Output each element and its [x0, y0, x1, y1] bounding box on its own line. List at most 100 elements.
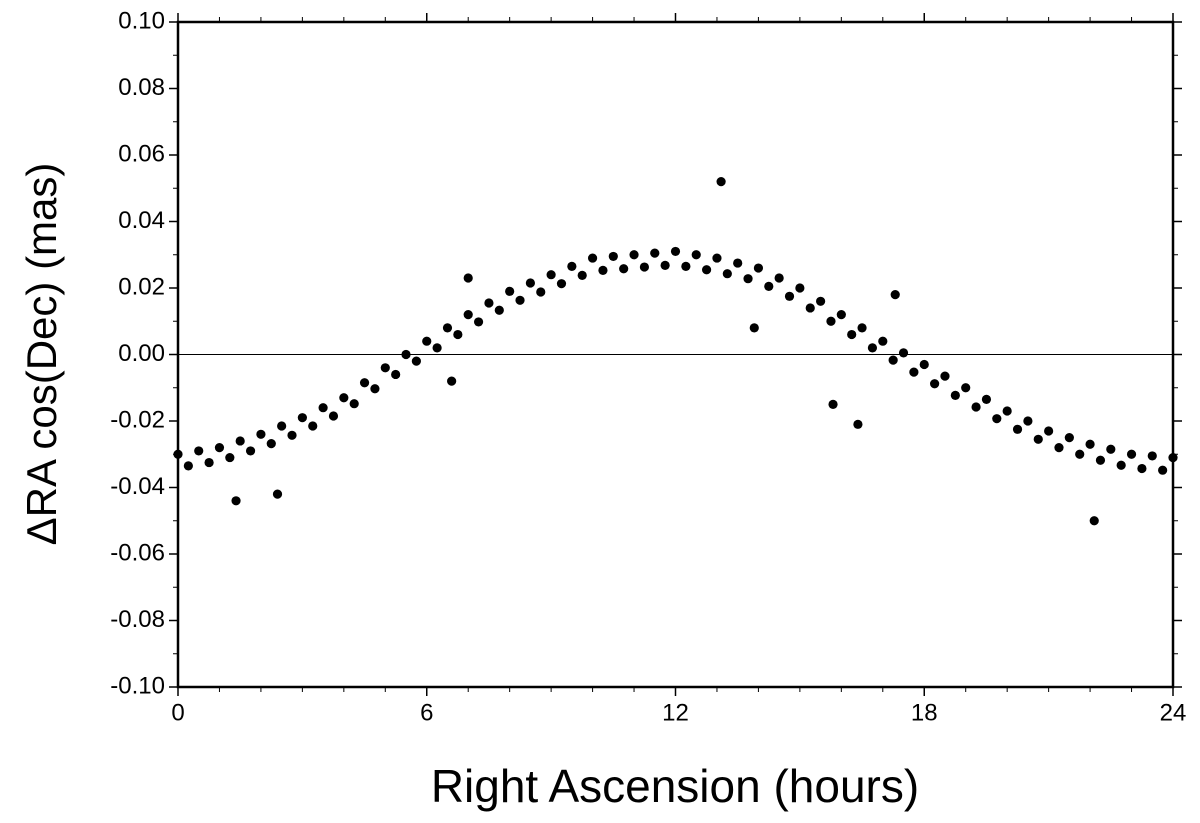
point [204, 457, 214, 468]
point [442, 323, 453, 333]
y-tick-label: 0.00 [118, 340, 165, 367]
point [774, 273, 784, 283]
point [328, 411, 339, 421]
point [422, 336, 432, 346]
point [619, 264, 629, 274]
x-tick-label: 6 [420, 699, 433, 726]
point [691, 250, 701, 260]
point [567, 261, 577, 271]
x-tick-label: 24 [1160, 699, 1187, 726]
y-tick-label: -0.08 [110, 606, 165, 633]
point [484, 298, 494, 308]
y-tick-label: 0.06 [118, 140, 165, 167]
y-tick-label: 0.10 [118, 7, 165, 34]
point [940, 371, 950, 381]
point [1147, 451, 1157, 461]
point [650, 248, 660, 258]
x-axis-title: Right Ascension (hours) [431, 760, 919, 812]
point [318, 403, 328, 413]
point [888, 355, 898, 365]
point [629, 250, 639, 260]
point [1075, 449, 1085, 459]
y-axis-title: ΔRA cos(Dec) (mas) [18, 163, 65, 546]
point [598, 265, 608, 275]
point [950, 390, 960, 400]
point [749, 323, 759, 333]
point [716, 177, 726, 187]
point [577, 270, 587, 280]
point [828, 399, 838, 409]
point [359, 378, 370, 388]
point [339, 393, 349, 403]
point [1116, 460, 1126, 470]
point [183, 461, 193, 471]
point [447, 376, 457, 386]
point [1023, 416, 1033, 426]
point [525, 278, 535, 288]
x-tick-label: 18 [911, 699, 938, 726]
point [733, 258, 743, 268]
point [722, 269, 732, 279]
point [1044, 426, 1054, 436]
y-tick-label: -0.04 [110, 473, 165, 500]
point [961, 383, 971, 393]
point [1054, 443, 1064, 453]
point [660, 260, 670, 270]
point [670, 246, 681, 257]
point [795, 283, 805, 293]
point [235, 436, 245, 446]
point [805, 303, 815, 313]
point [826, 316, 836, 326]
point [494, 305, 504, 315]
point [712, 253, 722, 263]
point [867, 343, 878, 353]
point [287, 430, 297, 440]
point [1106, 444, 1116, 454]
y-tick-label: -0.10 [110, 672, 165, 699]
point [857, 323, 867, 333]
point [853, 419, 863, 429]
point [411, 356, 421, 366]
point [1064, 433, 1074, 443]
point [401, 349, 411, 360]
point [463, 273, 473, 283]
point [701, 265, 712, 275]
y-tick-label: 0.08 [118, 74, 165, 101]
point [214, 443, 225, 453]
y-tick-label: 0.02 [118, 273, 165, 300]
point [505, 286, 515, 296]
y-tick-label: 0.04 [118, 207, 165, 234]
point [231, 496, 241, 506]
point [556, 279, 567, 289]
point [1002, 406, 1012, 416]
point [245, 446, 256, 456]
point [1137, 463, 1147, 474]
point [256, 429, 266, 439]
y-tick-label: -0.02 [110, 406, 165, 433]
point [587, 253, 598, 263]
point [1085, 439, 1095, 449]
point [380, 363, 390, 373]
point [909, 367, 919, 377]
point [681, 261, 691, 271]
x-tick-label: 12 [662, 699, 689, 726]
point [816, 296, 826, 306]
point [515, 295, 525, 305]
point [536, 287, 546, 297]
point [297, 413, 307, 423]
point [1033, 434, 1043, 444]
point [890, 290, 900, 300]
point [930, 379, 940, 389]
point [272, 489, 283, 499]
x-tick-label: 0 [171, 699, 184, 726]
point [349, 399, 359, 409]
point [898, 348, 909, 358]
point [453, 329, 463, 340]
point [194, 446, 204, 456]
point [608, 251, 618, 262]
point [836, 310, 846, 320]
point [391, 369, 401, 380]
point [473, 317, 484, 327]
point [308, 421, 318, 431]
